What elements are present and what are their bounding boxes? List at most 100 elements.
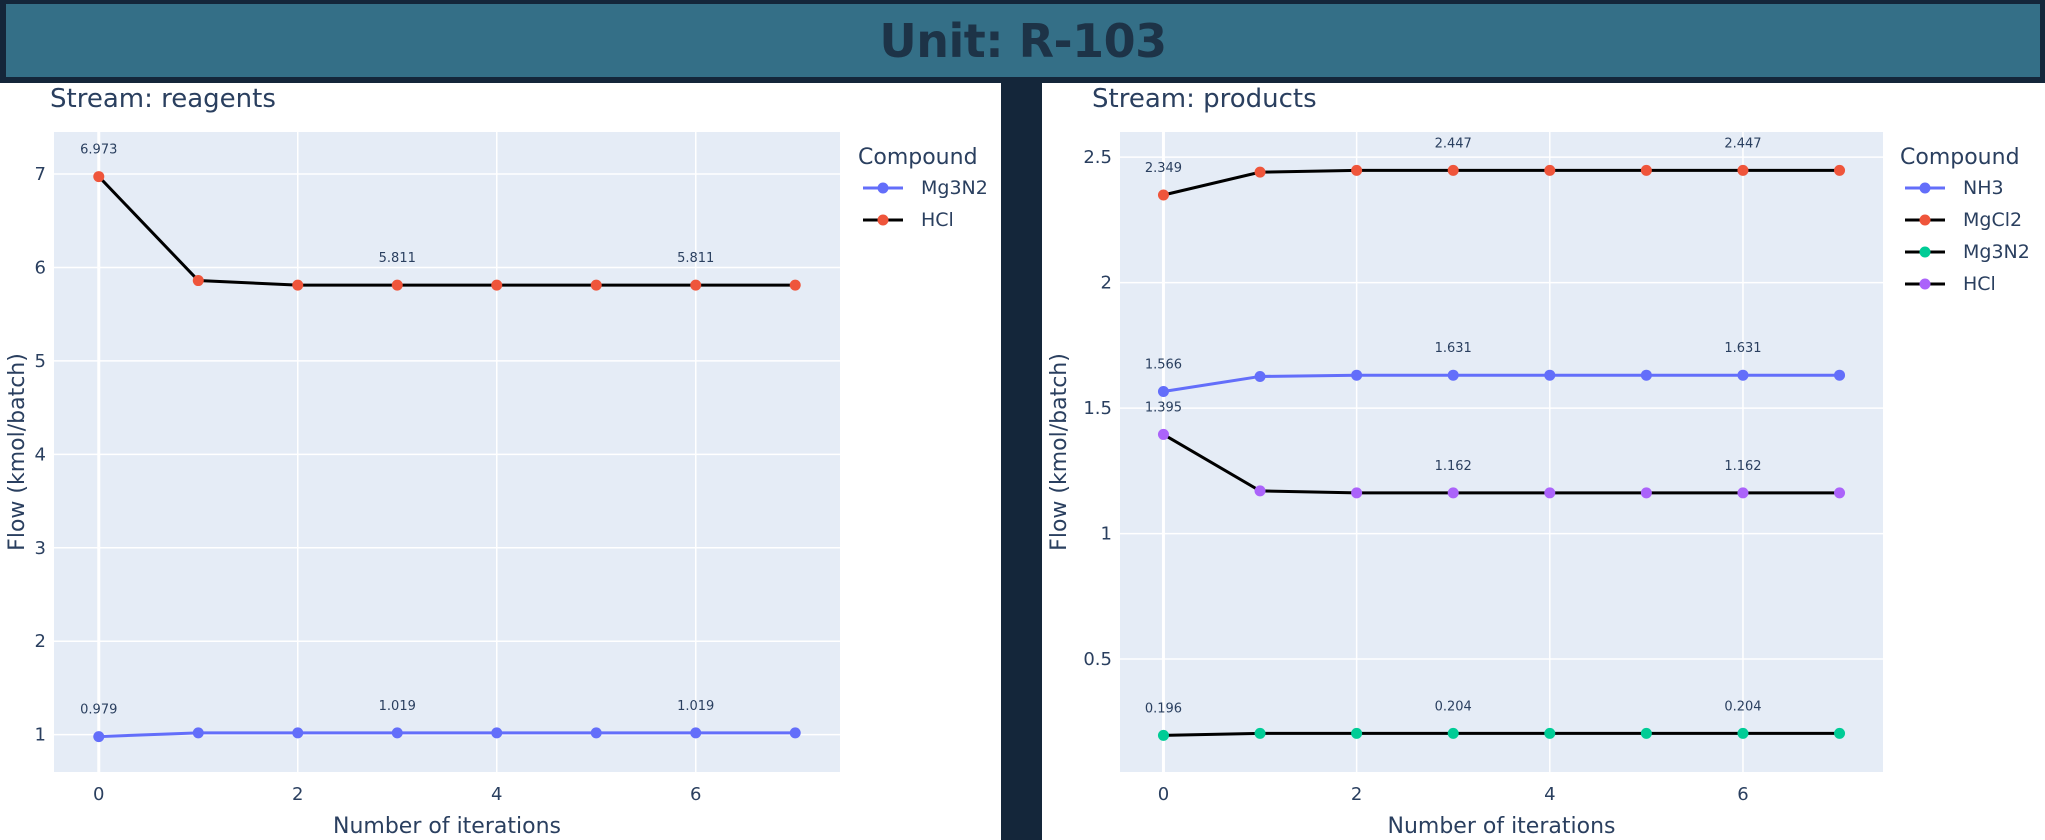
- data-point-nh3: [1254, 370, 1266, 382]
- series-line-nh3: [1163, 373, 1840, 393]
- data-point-hcl: [1640, 487, 1652, 499]
- y-tick-label: 7: [35, 164, 46, 185]
- legend-label: Mg3N2: [1963, 241, 2030, 263]
- series-line-hcl: [1162, 433, 1840, 495]
- data-point-mg3n2: [1447, 727, 1459, 739]
- data-label: 1.395: [1145, 400, 1182, 415]
- data-point-hcl: [1447, 487, 1459, 499]
- data-point-hcl: [1834, 487, 1846, 499]
- data-point-nh3: [1351, 369, 1363, 381]
- data-label: 2.447: [1724, 136, 1761, 151]
- data-point-hcl: [590, 279, 602, 291]
- data-point-mg3n2: [1351, 727, 1363, 739]
- data-point-nh3: [1834, 369, 1846, 381]
- data-point-mg3n2: [789, 727, 801, 739]
- data-point-mg3n2: [1737, 727, 1749, 739]
- data-point-hcl: [292, 279, 304, 291]
- legend-label: HCl: [921, 209, 954, 231]
- series-line-mg3n2: [98, 731, 796, 739]
- data-label: 1.631: [1724, 341, 1761, 356]
- data-point-hcl: [1157, 428, 1169, 440]
- products-chart: Stream: products 0.5 1 1.5 2 2.5 0 2 4 6 Number of…: [1047, 84, 2030, 839]
- data-point-mg3n2: [192, 727, 204, 739]
- legend-label: HCl: [1963, 273, 1996, 295]
- data-point-mgcl2: [1737, 164, 1749, 176]
- reagents-chart: Stream: reagents 1 2 3 4 5 6 7 0 2 4 6 Number of ite…: [5, 84, 988, 839]
- data-label: 0.204: [1724, 699, 1761, 714]
- y-tick-label: 0.5: [1083, 649, 1112, 670]
- products-panel: Stream: products 0.5 1 1.5 2 2.5 0 2 4 6 Number of…: [1042, 83, 2045, 840]
- data-label: 6.973: [80, 143, 117, 158]
- x-axis-label: Number of iterations: [333, 814, 561, 839]
- y-tick-label: 2: [1101, 273, 1112, 294]
- unit-title: Unit: R-103: [879, 13, 1167, 68]
- legend-label: NH3: [1963, 177, 2004, 199]
- data-point-mgcl2: [1254, 166, 1266, 178]
- legend-marker: [1919, 278, 1931, 290]
- data-point-hcl: [391, 279, 403, 291]
- chart-title: Stream: reagents: [50, 84, 276, 114]
- x-tick-label: 4: [491, 784, 502, 805]
- data-point-hcl: [1544, 487, 1556, 499]
- data-point-nh3: [1157, 386, 1169, 398]
- legend-title: Compound: [1900, 145, 2020, 170]
- plot-background: [54, 132, 840, 772]
- legend-marker: [877, 182, 889, 194]
- data-label: 5.811: [677, 251, 714, 266]
- y-tick-label: 2: [35, 631, 46, 652]
- data-point-mg3n2: [1157, 729, 1169, 741]
- data-label: 5.811: [379, 251, 416, 266]
- data-point-nh3: [1544, 369, 1556, 381]
- data-point-mg3n2: [1544, 727, 1556, 739]
- data-point-mg3n2: [1640, 727, 1652, 739]
- data-label: 0.979: [80, 703, 117, 718]
- data-label: 0.196: [1145, 701, 1182, 716]
- data-point-mgcl2: [1157, 189, 1169, 201]
- data-point-mg3n2: [391, 727, 403, 739]
- legend-marker: [1919, 246, 1931, 258]
- data-point-nh3: [1737, 369, 1749, 381]
- data-label: 2.349: [1145, 161, 1182, 176]
- data-label: 1.162: [1435, 459, 1472, 474]
- data-label: 1.162: [1724, 459, 1761, 474]
- data-point-mgcl2: [1544, 164, 1556, 176]
- x-tick-label: 0: [1158, 784, 1169, 805]
- x-tick-label: 0: [93, 784, 104, 805]
- data-label: 1.631: [1435, 341, 1472, 356]
- data-point-mgcl2: [1447, 164, 1459, 176]
- data-point-mgcl2: [1640, 164, 1652, 176]
- data-point-nh3: [1447, 369, 1459, 381]
- data-point-mgcl2: [1834, 164, 1846, 176]
- legend-label: MgCl2: [1963, 209, 2022, 231]
- x-tick-label: 6: [1737, 784, 1748, 805]
- y-tick-label: 6: [35, 257, 46, 278]
- data-point-mg3n2: [1254, 727, 1266, 739]
- data-label: 1.019: [677, 699, 714, 714]
- data-point-hcl: [192, 275, 204, 287]
- data-point-mg3n2: [491, 727, 503, 739]
- data-point-mgcl2: [1351, 164, 1363, 176]
- data-point-hcl: [690, 279, 702, 291]
- data-point-nh3: [1640, 369, 1652, 381]
- legend-label: Mg3N2: [921, 177, 988, 199]
- y-tick-label: 5: [35, 351, 46, 372]
- data-point-hcl: [491, 279, 503, 291]
- y-tick-label: 1.5: [1083, 398, 1112, 419]
- reagents-panel: Stream: reagents 1 2 3 4 5 6 7 0 2 4 6 Number of ite…: [0, 83, 1001, 840]
- legend-title: Compound: [858, 145, 978, 170]
- x-tick-label: 2: [1351, 784, 1362, 805]
- x-axis-label: Number of iterations: [1388, 814, 1616, 839]
- y-tick-label: 4: [35, 444, 46, 465]
- y-tick-label: 3: [35, 538, 46, 559]
- data-point-mg3n2: [292, 727, 304, 739]
- data-point-hcl: [1351, 487, 1363, 499]
- legend-marker: [877, 214, 889, 226]
- y-axis-label: Flow (kmol/batch): [5, 353, 30, 551]
- series-line-mgcl2: [1163, 168, 1840, 197]
- data-point-hcl: [93, 171, 105, 183]
- header-banner: Unit: R-103: [6, 4, 2040, 77]
- y-tick-label: 2.5: [1083, 147, 1112, 168]
- data-point-hcl: [789, 279, 801, 291]
- data-label: 0.204: [1435, 699, 1472, 714]
- series-line-mg3n2: [1163, 731, 1840, 737]
